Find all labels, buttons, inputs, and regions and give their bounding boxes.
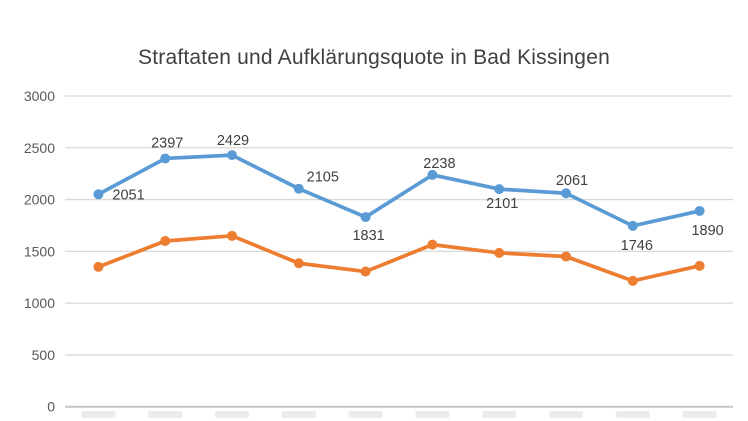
series-blue-marker (561, 188, 571, 199)
series-blue-marker (494, 184, 505, 195)
x-axis-label-cropped (81, 411, 116, 418)
data-label: 2101 (486, 196, 518, 212)
series-blue-marker (427, 169, 438, 180)
y-tick-label: 2000 (24, 192, 55, 208)
x-axis-label-cropped (348, 411, 383, 418)
data-label: 2105 (307, 170, 339, 186)
series-blue-marker (160, 153, 171, 164)
data-label: 2429 (217, 133, 249, 149)
series-blue-marker (694, 205, 705, 216)
x-axis-label-cropped (148, 411, 183, 418)
series-blue-marker (293, 183, 304, 194)
x-axis-label-cropped (215, 411, 249, 418)
series-orange-marker (694, 260, 705, 271)
series-blue-marker (627, 220, 638, 231)
x-axis-label-cropped (415, 411, 450, 418)
y-tick-label: 0 (47, 399, 55, 415)
x-axis-label-cropped (682, 411, 717, 418)
data-label: 2051 (112, 187, 144, 203)
series-blue-line (96, 153, 702, 228)
x-axis-label-cropped (615, 411, 650, 418)
data-label: 2397 (151, 135, 183, 151)
series-orange-marker (360, 266, 371, 277)
y-tick-label: 1500 (24, 243, 55, 259)
series-orange-marker (427, 239, 438, 250)
series-orange-marker (293, 258, 304, 269)
series-orange-marker (561, 251, 571, 262)
series-blue-marker (227, 150, 237, 161)
data-label: 2238 (423, 156, 455, 172)
series-blue-marker (360, 212, 371, 223)
y-tick-label: 500 (32, 347, 56, 363)
data-label: 2061 (556, 173, 588, 189)
y-tick-label: 1000 (24, 295, 55, 311)
x-axis-label-cropped (482, 411, 517, 418)
y-tick-label: 3000 (24, 88, 55, 104)
x-axis-label-cropped (549, 411, 583, 418)
series-orange-marker (160, 235, 171, 246)
x-axis-label-cropped (281, 411, 316, 418)
series-orange-marker (494, 247, 505, 258)
series-orange-line (96, 233, 702, 283)
series-orange-marker (627, 275, 638, 286)
chart-title: Straftaten und Aufklärungsquote in Bad K… (138, 46, 610, 69)
series-orange-marker (93, 261, 104, 272)
data-label: 1746 (621, 238, 653, 254)
series-orange-marker (227, 230, 237, 241)
series-blue-marker (93, 189, 104, 200)
data-label: 1831 (352, 228, 384, 244)
y-tick-label: 2500 (24, 140, 55, 156)
data-label: 1890 (691, 223, 723, 239)
